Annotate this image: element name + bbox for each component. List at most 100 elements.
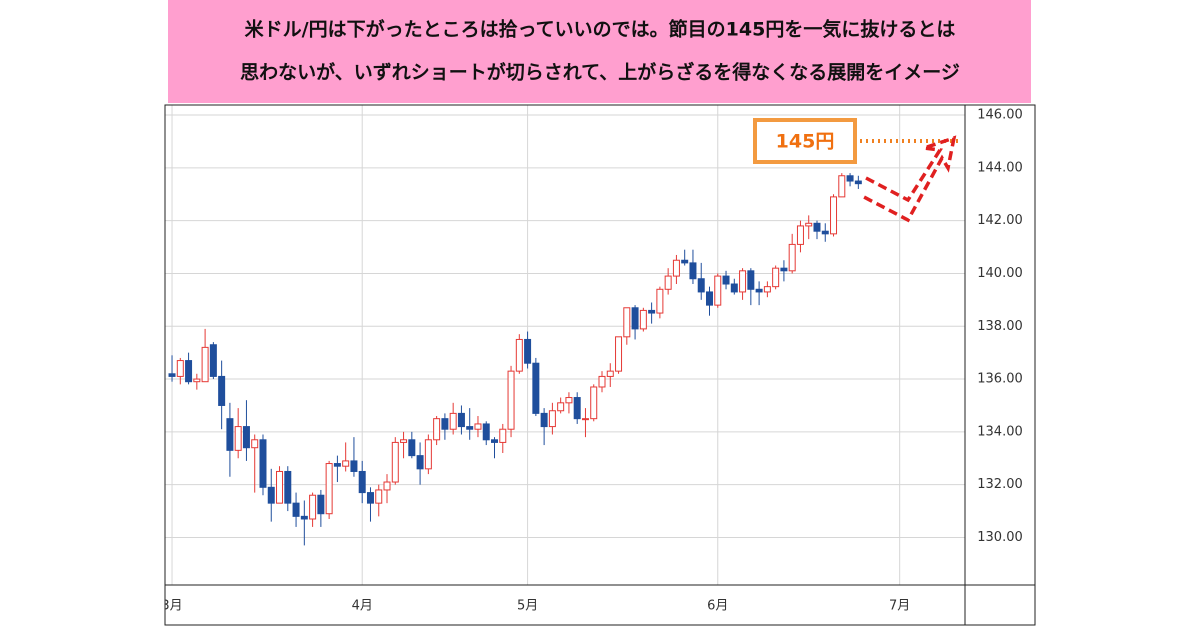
candle-body [491,439,499,443]
frame [164,104,1036,626]
candle-body [813,222,821,232]
y-tick-label: 136.00 [977,372,1023,387]
candle-body [193,378,201,383]
grid [165,105,965,585]
candle-body [581,418,589,421]
candle-body [730,283,738,293]
candle-body [705,291,713,306]
candle-body [424,439,432,470]
candle-body [739,270,747,293]
candle-body [176,360,184,377]
y-tick-label: 140.00 [977,266,1023,281]
candle-body [557,402,565,412]
candle-body [648,309,656,314]
candle-body [515,338,523,372]
candle-body [482,423,490,441]
candle-body [639,309,647,330]
candle-body [821,230,829,235]
candle-body [457,412,465,428]
candle-body [309,494,317,520]
candle-body [524,338,532,364]
y-tick-label: 134.00 [977,424,1023,439]
candle-body [342,460,350,467]
candle-body [697,278,705,293]
candle-body [573,397,581,420]
candle-body [218,375,226,406]
candle-body [333,463,341,467]
candle-body [251,439,259,449]
y-tick-label: 142.00 [977,213,1023,228]
candle-body [441,418,449,430]
candle-body [292,502,300,517]
candle-body [838,175,846,198]
candle-body [317,494,325,515]
candle-body [300,515,308,520]
candle-body [391,441,399,483]
candle-body [796,225,804,245]
y-tick-label: 146.00 [977,108,1023,123]
candle-body [565,397,573,404]
candle-body [474,423,482,430]
x-tick-label: 7月 [889,599,910,614]
candle-body [507,370,515,430]
forecast-arrow [861,135,957,223]
candle-body [772,267,780,288]
candle-body [259,439,267,488]
candle-body [681,259,689,264]
annotation: 145円 [776,131,835,153]
candle-body [846,175,854,182]
candle-body [714,275,722,306]
title-line: 米ドル/円は下がったところは拾っていいのでは。節目の145円を一気に抜けるとは [245,18,956,41]
title-line: 思わないが、いずれショートが切らされて、上がらざるを得なくなる展開をイメージ [240,61,960,84]
y-tick-label: 144.00 [977,160,1023,175]
candle-body [284,470,292,504]
x-tick-label: 6月 [707,599,728,614]
candle-body [664,275,672,290]
candle-body [747,270,755,290]
candle-body [234,426,242,451]
candle-body [416,455,424,470]
candle-body [830,196,838,235]
candle-body [499,428,507,443]
candle-body [325,463,333,515]
candle-body [763,286,771,293]
candle-body [672,259,680,277]
candle-body [788,243,796,272]
candle-body [656,288,664,314]
candles [168,173,862,546]
candle-body [532,362,540,414]
candle-body [548,410,556,428]
candle-body [209,344,217,377]
candle-body [358,470,366,494]
candle-body [598,375,606,388]
candle-body [201,346,209,383]
candle-body [366,492,374,504]
candle-body [185,360,193,383]
candle-body [276,470,284,504]
candle-body [383,481,391,491]
candle-body [805,222,813,227]
candle-body [375,489,383,504]
candle-body [408,439,416,457]
x-tick-label: 5月 [517,599,538,614]
candle-body [606,370,614,377]
candle-body [854,180,862,185]
candle-body [722,275,730,285]
candle-body [350,460,358,472]
candle-body [168,373,176,377]
candle-body [689,262,697,280]
y-tick-label: 130.00 [977,530,1023,545]
candle-body [400,439,408,443]
candle-body [449,412,457,430]
title-box [168,0,1031,103]
annotation-box [753,118,857,164]
y-tick-label: 132.00 [977,477,1023,492]
candle-body [780,267,788,272]
candle-body [433,418,441,441]
candle-body [590,386,598,420]
candle-body [242,426,250,449]
x-tick-label: 3月 [161,599,182,614]
x-tick-label: 4月 [352,599,373,614]
